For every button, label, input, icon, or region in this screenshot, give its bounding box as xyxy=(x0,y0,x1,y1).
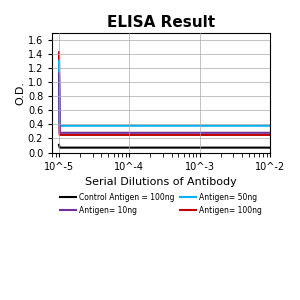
Antigen= 100ng xyxy=(90,133,94,137)
Legend: Control Antigen = 100ng, Antigen= 10ng, Antigen= 50ng, Antigen= 100ng: Control Antigen = 100ng, Antigen= 10ng, … xyxy=(57,190,265,218)
Control Antigen = 100ng xyxy=(142,146,146,149)
Line: Antigen= 50ng: Antigen= 50ng xyxy=(59,61,270,126)
Antigen= 50ng xyxy=(139,124,142,128)
Antigen= 50ng xyxy=(142,124,146,128)
Y-axis label: O.D.: O.D. xyxy=(15,81,25,105)
Antigen= 100ng xyxy=(77,133,80,137)
Antigen= 100ng xyxy=(268,133,272,137)
Antigen= 10ng xyxy=(268,131,272,135)
Antigen= 10ng xyxy=(90,131,94,135)
Antigen= 50ng xyxy=(268,124,272,128)
Antigen= 50ng xyxy=(267,124,271,128)
X-axis label: Serial Dilutions of Antibody: Serial Dilutions of Antibody xyxy=(85,177,237,187)
Antigen= 100ng xyxy=(142,133,146,137)
Antigen= 100ng xyxy=(143,133,147,137)
Antigen= 10ng xyxy=(143,131,147,135)
Antigen= 50ng xyxy=(143,124,147,128)
Antigen= 100ng xyxy=(57,50,61,54)
Line: Antigen= 10ng: Antigen= 10ng xyxy=(59,74,270,133)
Antigen= 50ng xyxy=(90,124,94,128)
Control Antigen = 100ng xyxy=(267,146,271,149)
Control Antigen = 100ng xyxy=(143,146,147,149)
Antigen= 100ng xyxy=(139,133,142,137)
Antigen= 10ng xyxy=(139,131,142,135)
Antigen= 50ng xyxy=(57,59,61,63)
Antigen= 10ng xyxy=(57,72,61,75)
Antigen= 50ng xyxy=(77,124,80,128)
Antigen= 10ng xyxy=(142,131,146,135)
Antigen= 10ng xyxy=(77,131,80,135)
Antigen= 10ng xyxy=(267,131,271,135)
Line: Control Antigen = 100ng: Control Antigen = 100ng xyxy=(59,145,270,148)
Control Antigen = 100ng xyxy=(77,146,80,149)
Line: Antigen= 100ng: Antigen= 100ng xyxy=(59,52,270,135)
Antigen= 100ng xyxy=(267,133,271,137)
Control Antigen = 100ng xyxy=(57,143,61,147)
Control Antigen = 100ng xyxy=(268,146,272,149)
Control Antigen = 100ng xyxy=(139,146,142,149)
Control Antigen = 100ng xyxy=(90,146,94,149)
Title: ELISA Result: ELISA Result xyxy=(107,15,215,30)
